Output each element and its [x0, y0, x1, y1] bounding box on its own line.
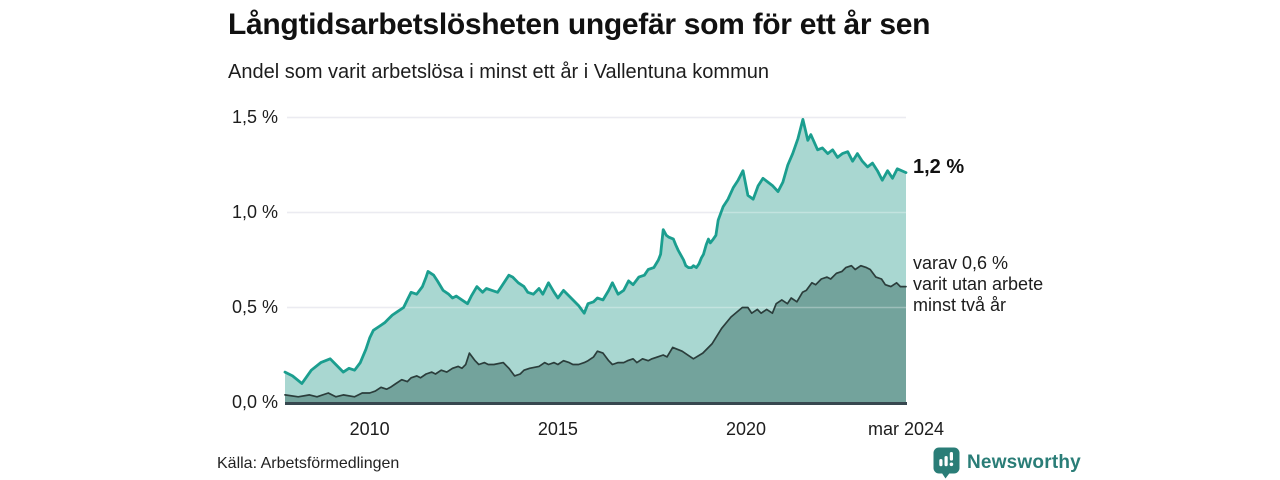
newsworthy-logo-icon: [933, 447, 960, 479]
page-title: Långtidsarbetslösheten ungefär som för e…: [228, 8, 931, 41]
line-total: [283, 118, 908, 385]
subset-annotation-line: minst två år: [913, 295, 1007, 315]
subset-annotation: varav 0,6 % varit utan arbete minst två …: [913, 253, 1043, 316]
newsworthy-logo[interactable]: Newsworthy: [933, 447, 1081, 479]
y-tick-label: 0,5 %: [231, 296, 278, 317]
y-tick-label: 0,0 %: [231, 391, 278, 412]
source-label: Källa: Arbetsförmedlingen: [217, 455, 400, 472]
y-tick-label: 1,5 %: [231, 106, 278, 127]
x-tick-label: 2020: [726, 419, 767, 439]
x-tick-label: 2015: [537, 419, 578, 439]
subset-annotation-line: varav 0,6 %: [913, 253, 1009, 273]
subset-annotation-line: varit utan arbete: [913, 274, 1044, 294]
area-two-years: [285, 265, 906, 403]
x-tick-label: mar 2024: [867, 419, 945, 439]
y-tick-label: 1,0 %: [231, 201, 278, 222]
line-two-years: [284, 264, 907, 398]
total-end-value-label: 1,2 %: [913, 156, 965, 178]
page-subtitle: Andel som varit arbetslösa i minst ett å…: [228, 61, 769, 83]
newsworthy-wordmark: Newsworthy: [967, 452, 1081, 473]
x-tick-label: 2010: [349, 419, 390, 439]
